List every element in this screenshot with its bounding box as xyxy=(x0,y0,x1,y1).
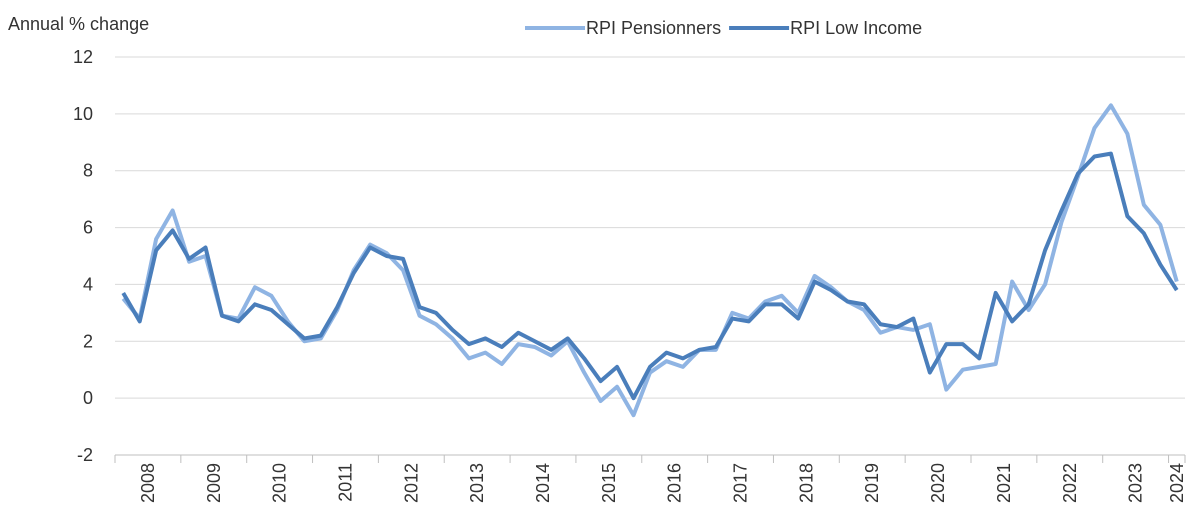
y-tick-label: -2 xyxy=(77,445,93,465)
y-tick-label: 8 xyxy=(83,161,93,181)
x-tick-label: 2019 xyxy=(862,463,882,503)
series-line xyxy=(121,151,1179,401)
y-tick-label: 0 xyxy=(83,388,93,408)
y-tick-label: 6 xyxy=(83,218,93,238)
y-tick-label: 4 xyxy=(83,274,93,294)
x-tick-label: 2023 xyxy=(1126,463,1146,503)
x-tick-label: 2021 xyxy=(994,463,1014,503)
legend-label: RPI Low Income xyxy=(790,18,922,38)
x-tick-label: 2020 xyxy=(928,463,948,503)
x-tick-label: 2014 xyxy=(533,463,553,503)
x-tick-label: 2022 xyxy=(1060,463,1080,503)
x-tick-label: 2017 xyxy=(731,463,751,503)
x-tick-label: 2008 xyxy=(138,463,158,503)
y-tick-label: 12 xyxy=(73,47,93,67)
x-tick-label: 2018 xyxy=(796,463,816,503)
x-tick-label: 2024 xyxy=(1167,463,1187,503)
legend-label: RPI Pensionners xyxy=(586,18,721,38)
x-tick-label: 2012 xyxy=(401,463,421,503)
x-tick-label: 2009 xyxy=(204,463,224,503)
x-tick-label: 2010 xyxy=(270,463,290,503)
x-tick-label: 2015 xyxy=(599,463,619,503)
y-tick-label: 2 xyxy=(83,331,93,351)
y-axis-label: Annual % change xyxy=(8,14,149,34)
x-tick-label: 2013 xyxy=(467,463,487,503)
x-tick-label: 2016 xyxy=(665,463,685,503)
x-tick-label: 2011 xyxy=(335,463,355,502)
y-tick-label: 10 xyxy=(73,104,93,124)
